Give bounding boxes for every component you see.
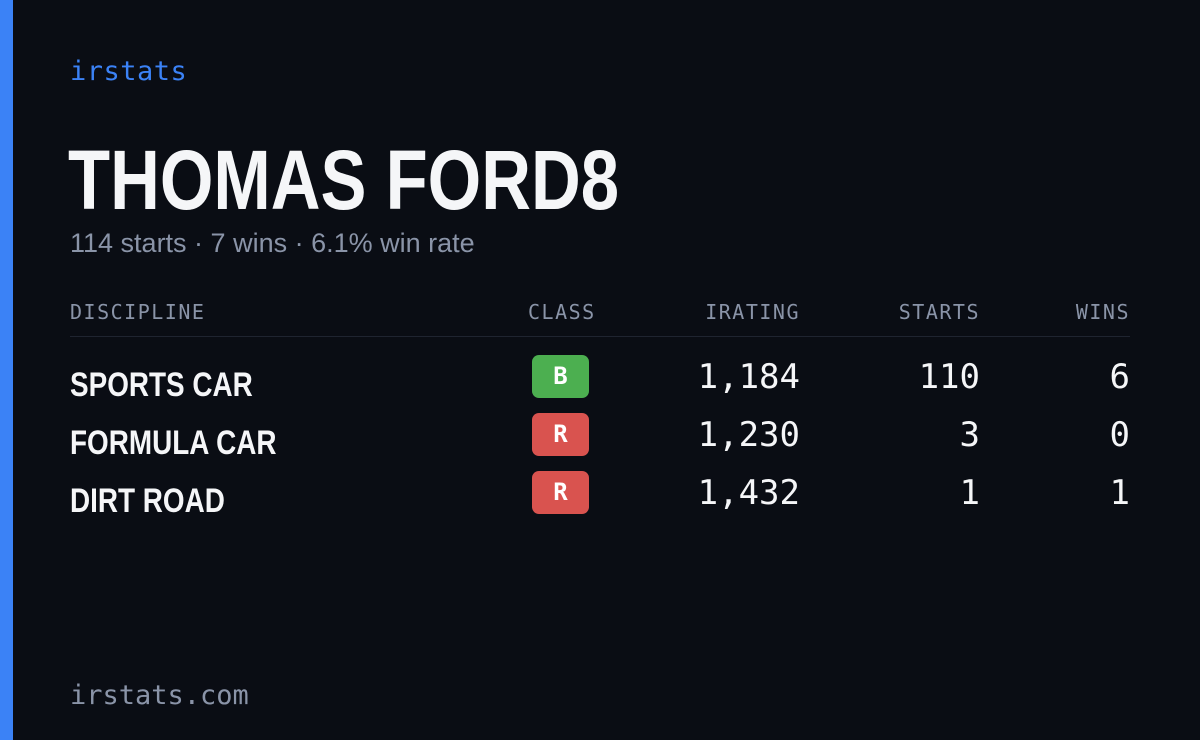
driver-summary: 114 starts · 7 wins · 6.1% win rate [70, 228, 475, 258]
starts-value: 110 [918, 357, 980, 397]
irating-value: 1,230 [697, 415, 800, 455]
table-header: DISCIPLINE CLASS IRATING STARTS WINS [70, 296, 1130, 337]
wins-value: 6 [1109, 357, 1130, 397]
brand-logo: irstats [70, 56, 188, 87]
driver-name: THOMAS FORD8 [68, 133, 620, 227]
class-badge: R [532, 471, 589, 514]
discipline-name: SPORTS CAR [70, 366, 253, 404]
irating-value: 1,432 [697, 473, 800, 513]
discipline-name: DIRT ROAD [70, 482, 225, 520]
footer-url: irstats.com [70, 680, 249, 711]
table-row: FORMULA CAR R 1,230 3 0 [70, 411, 1130, 469]
table-body: SPORTS CAR B 1,184 110 6 FORMULA CAR R 1… [70, 337, 1130, 527]
header-wins: WINS [1075, 300, 1130, 324]
irating-value: 1,184 [697, 357, 800, 397]
table-row: DIRT ROAD R 1,432 1 1 [70, 469, 1130, 527]
wins-value: 1 [1109, 473, 1130, 513]
discipline-name: FORMULA CAR [70, 424, 277, 462]
class-badge: R [532, 413, 589, 456]
starts-value: 1 [959, 473, 980, 513]
header-discipline: DISCIPLINE [70, 300, 206, 324]
starts-value: 3 [959, 415, 980, 455]
table-row: SPORTS CAR B 1,184 110 6 [70, 353, 1130, 411]
discipline-table: DISCIPLINE CLASS IRATING STARTS WINS SPO… [70, 296, 1130, 527]
header-class: CLASS [528, 300, 596, 324]
class-badge: B [532, 355, 589, 398]
accent-bar [0, 0, 13, 740]
wins-value: 0 [1109, 415, 1130, 455]
header-starts: STARTS [898, 300, 980, 324]
header-irating: IRATING [705, 300, 800, 324]
